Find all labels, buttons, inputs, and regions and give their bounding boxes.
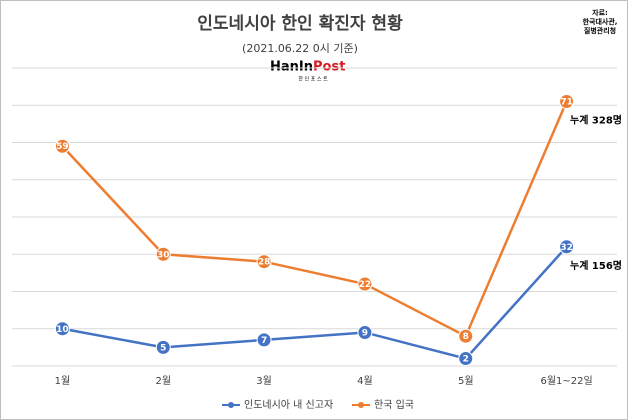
data-point xyxy=(458,328,474,344)
series-annotation: 누계 328명 xyxy=(570,114,622,127)
legend-marker xyxy=(228,402,234,408)
x-tick-label: 3월 xyxy=(256,375,272,387)
legend-label: 한국 입국 xyxy=(374,398,414,411)
series-line xyxy=(62,245,568,360)
data-point xyxy=(357,324,373,340)
data-point xyxy=(357,276,373,292)
data-label: 8 xyxy=(463,332,469,342)
x-tick-label: 1월 xyxy=(55,375,71,387)
data-point xyxy=(54,138,70,154)
data-label: 32 xyxy=(560,243,573,253)
chart-subtitle: (2021.06.22 0시 기준) xyxy=(242,42,358,55)
legend-label: 인도네시아 내 신고자 xyxy=(244,399,333,411)
logo-main: HanIn xyxy=(270,60,313,75)
data-label: 28 xyxy=(258,258,271,268)
source-line: 한국대사관, xyxy=(583,17,618,26)
data-label: 7 xyxy=(261,336,267,346)
data-point xyxy=(256,332,272,348)
data-point xyxy=(458,351,474,367)
data-point xyxy=(256,254,272,270)
data-label: 22 xyxy=(359,280,372,290)
data-point xyxy=(54,321,70,337)
source-label: 자료: xyxy=(592,8,608,17)
data-point xyxy=(155,339,171,355)
x-tick-label: 5월 xyxy=(458,375,474,387)
series-annotation: 누계 156명 xyxy=(570,259,622,272)
data-label: 59 xyxy=(56,142,69,152)
data-label: 10 xyxy=(56,325,69,335)
legend-marker xyxy=(358,402,364,408)
source-line: 질병관리청 xyxy=(584,26,616,35)
data-point xyxy=(155,246,171,262)
data-label: 2 xyxy=(463,355,469,365)
data-label: 71 xyxy=(560,98,573,108)
data-point xyxy=(559,239,575,255)
logo-sub: 한 인 포 스 트 xyxy=(298,76,328,83)
x-tick-label: 6월1~22일 xyxy=(540,375,592,387)
data-point xyxy=(559,94,575,110)
series-line xyxy=(61,101,568,338)
x-tick-label: 2월 xyxy=(155,375,171,387)
data-label: 9 xyxy=(362,328,368,338)
chart-title: 인도네시아 한인 확진자 현황 xyxy=(197,14,403,34)
data-label: 30 xyxy=(157,250,170,260)
x-tick-label: 4월 xyxy=(357,375,373,387)
data-label: 5 xyxy=(160,343,166,353)
logo-accent: Post xyxy=(313,60,345,75)
